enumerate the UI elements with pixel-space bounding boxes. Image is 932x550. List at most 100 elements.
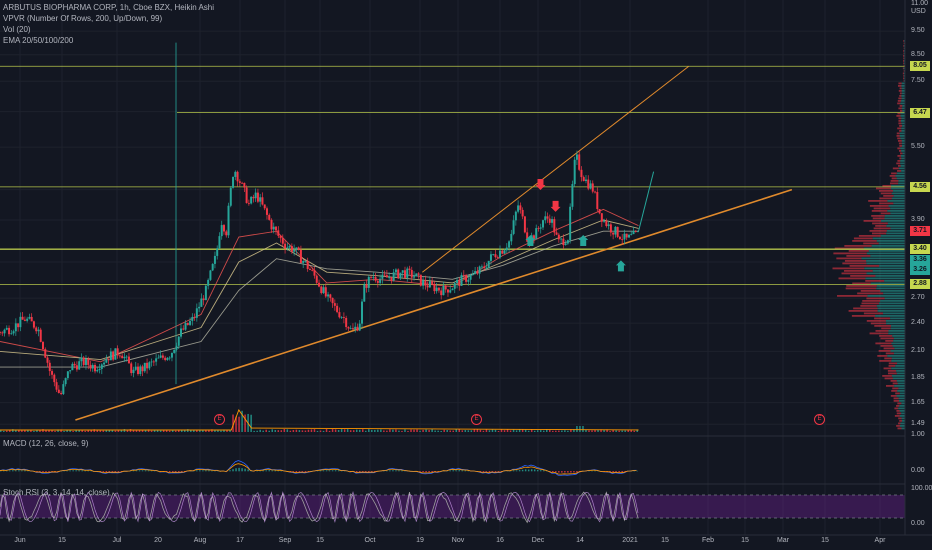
trendlines[interactable] [75, 65, 793, 421]
vpvr-bar [883, 292, 905, 295]
vpvr-bar [899, 87, 902, 90]
vpvr-bar [853, 237, 873, 240]
candle-body [37, 329, 40, 332]
volume-bar [482, 430, 485, 432]
volume-bar [36, 429, 38, 432]
macd-histogram-bar [322, 470, 325, 472]
price-box: 8.05 [910, 61, 930, 72]
volume-bar [564, 430, 566, 432]
macd-histogram-bar [268, 470, 270, 472]
earnings-marker[interactable]: E [471, 414, 482, 425]
volume-bar [42, 429, 44, 432]
vpvr-bar [898, 107, 902, 110]
macd-histogram-bar [105, 471, 108, 473]
candle-body [351, 328, 354, 330]
candle-body [275, 226, 278, 231]
vpvr-bar [879, 202, 894, 205]
candle-body [315, 275, 318, 283]
macd-histogram-bar [591, 470, 593, 472]
candle-body [494, 254, 497, 258]
macd-histogram-bar [564, 471, 566, 473]
vpvr-bar [879, 190, 894, 192]
candle-body [30, 316, 33, 322]
macd-histogram-bar [111, 471, 114, 472]
macd-histogram-bar [289, 471, 292, 472]
vpvr-bar [890, 317, 905, 320]
volume-bar [108, 429, 111, 432]
volume-bar [313, 429, 316, 432]
candle-body [542, 220, 544, 228]
vpvr-bar [887, 370, 897, 372]
macd-histogram-bar [368, 471, 370, 472]
candle-body [32, 321, 35, 328]
vpvr-bar [898, 387, 905, 390]
vpvr-bar [902, 110, 905, 112]
candle-body [417, 273, 420, 275]
chart-title: ARBUTUS BIOPHARMA CORP, 1h, Cboe BZX, He… [3, 3, 215, 12]
candle-body [492, 254, 495, 256]
vpvr-bar [868, 200, 888, 202]
vpvr-bar [881, 327, 891, 330]
macd-histogram-bar [181, 471, 183, 472]
vpvr-bar [837, 295, 868, 297]
vpvr-bar [893, 190, 905, 192]
vpvr-legend[interactable]: VPVR (Number Of Rows, 200, Up/Down, 99) [3, 14, 163, 23]
macd-histogram-bar [304, 471, 307, 472]
macd-histogram-bar [81, 470, 83, 472]
candle-body [189, 320, 192, 325]
macd-histogram-bar [235, 468, 237, 472]
stoch-legend[interactable]: Stoch RSI (3, 3, 14, 14, close) [3, 488, 110, 497]
macd-histogram-bar [174, 471, 177, 472]
candle-body [123, 356, 126, 359]
vpvr-bar [897, 155, 901, 157]
volume-ma-line [0, 409, 639, 431]
vol-legend[interactable]: Vol (20) [3, 25, 31, 34]
volume-bar [250, 414, 252, 432]
vpvr-bar [888, 365, 896, 367]
volume-bar [177, 430, 180, 432]
vpvr-bar [899, 405, 905, 407]
vpvr-bar [880, 300, 905, 302]
candle-body [456, 280, 459, 284]
vpvr-bar [888, 330, 905, 332]
vpvr-bar [901, 150, 905, 152]
vpvr-bar [849, 265, 880, 267]
macd-legend[interactable]: MACD (12, 26, close, 9) [3, 439, 89, 448]
vpvr-bar [866, 260, 905, 262]
vpvr-bar [886, 230, 905, 232]
volume-bar [461, 430, 464, 432]
candle-body [336, 305, 339, 313]
vpvr-bar [848, 250, 869, 252]
earnings-marker[interactable]: E [214, 414, 225, 425]
vpvr-bar [884, 377, 893, 380]
ema-legend[interactable]: EMA 20/50/100/200 [3, 36, 74, 45]
price-tick: 8.50 [911, 50, 925, 58]
candle-body [222, 225, 225, 232]
earnings-marker[interactable]: E [814, 414, 825, 425]
macd-histogram-bar [530, 469, 533, 472]
candle-body [612, 232, 615, 235]
macd-histogram-bar [567, 471, 569, 473]
candle-body [46, 357, 49, 363]
volume-bar [84, 430, 86, 432]
volume-bar [446, 430, 448, 432]
vpvr-bar [879, 335, 893, 337]
macd-histogram-bar [618, 471, 620, 473]
vpvr-bar [869, 332, 889, 335]
macd-histogram-bar [247, 469, 249, 472]
sell-arrow [550, 200, 561, 212]
vpvr-bar [900, 422, 905, 425]
vpvr-bar [895, 175, 905, 177]
macd-histogram-bar [72, 470, 74, 472]
vpvr-bar [898, 397, 905, 400]
vpvr-bar [893, 195, 905, 197]
vpvr-bar [866, 320, 886, 322]
vpvr-bar [899, 95, 902, 97]
volume-bar [349, 430, 352, 432]
volume-bar [521, 429, 524, 432]
volume-bar [518, 429, 521, 432]
price-tick: 2.10 [911, 347, 925, 355]
candle-body [41, 341, 44, 350]
macd-histogram-bar [325, 470, 328, 472]
